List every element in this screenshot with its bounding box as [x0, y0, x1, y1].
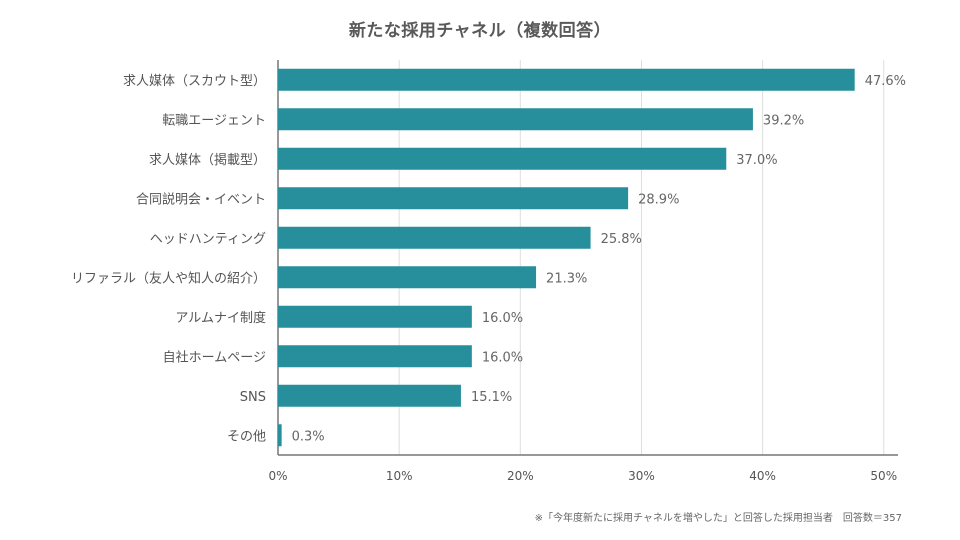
category-label: 転職エージェント	[162, 113, 266, 128]
category-label: 求人媒体（スカウト型）	[123, 74, 266, 89]
data-label: 16.0%	[482, 311, 523, 326]
data-label: 0.3%	[292, 429, 325, 444]
data-label: 47.6%	[865, 74, 906, 89]
bar	[278, 424, 282, 447]
bar	[278, 187, 629, 210]
data-label: 37.0%	[736, 153, 777, 168]
bar	[278, 384, 461, 407]
data-label: 15.1%	[471, 390, 512, 405]
x-tick-label: 40%	[749, 469, 776, 483]
data-label: 39.2%	[763, 113, 804, 128]
data-label: 28.9%	[638, 192, 679, 207]
category-label: 自社ホームページ	[163, 349, 266, 365]
category-label: その他	[227, 429, 266, 444]
category-label: SNS	[240, 390, 266, 405]
footnote: ※「今年度新たに採用チャネルを増やした」と回答した採用担当者 回答数＝357	[534, 513, 902, 524]
bar	[278, 147, 727, 170]
bar	[278, 305, 472, 328]
x-tick-label: 30%	[628, 469, 655, 483]
category-label: 求人媒体（掲載型）	[149, 152, 266, 168]
x-tick-label: 20%	[507, 469, 534, 483]
bar	[278, 108, 753, 131]
category-label: リファラル（友人や知人の紹介）	[71, 270, 266, 286]
data-label: 16.0%	[482, 350, 523, 365]
bar	[278, 68, 855, 91]
x-tick-label: 50%	[870, 469, 897, 483]
bar	[278, 266, 537, 289]
x-tick-label: 10%	[386, 469, 413, 483]
bar	[278, 226, 591, 249]
chart-title: 新たな採用チャネル（複数回答）	[348, 21, 612, 41]
data-label: 21.3%	[546, 271, 587, 286]
category-label: アルムナイ制度	[175, 310, 266, 326]
category-label: 合同説明会・イベント	[136, 191, 266, 207]
data-label: 25.8%	[601, 232, 642, 247]
category-label: ヘッドハンティング	[150, 232, 266, 247]
x-tick-label: 0%	[268, 469, 287, 483]
bar	[278, 345, 472, 368]
